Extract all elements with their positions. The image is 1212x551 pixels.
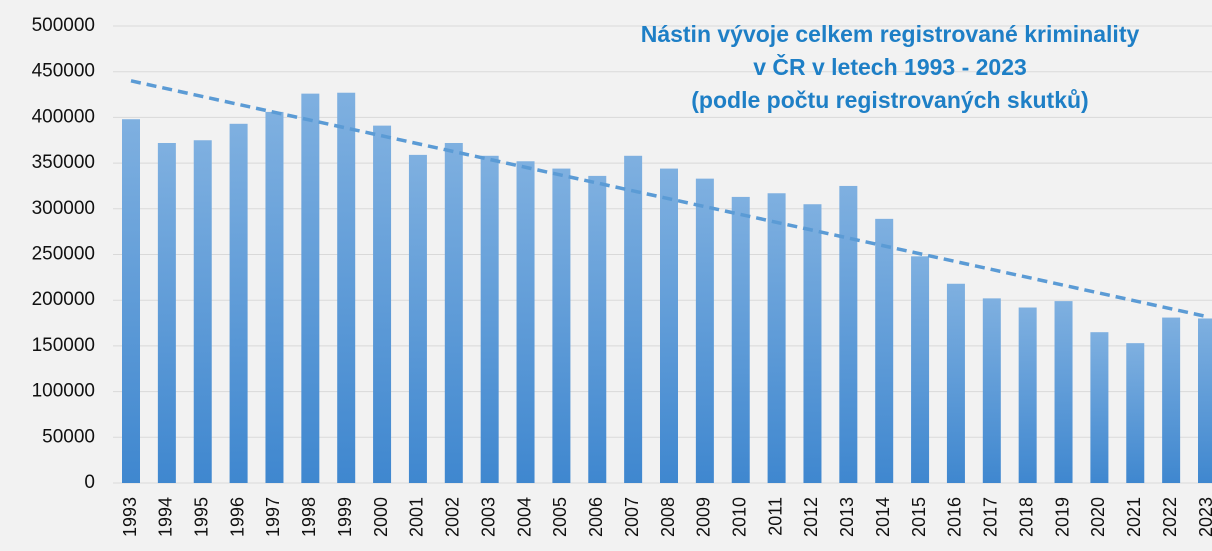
y-tick-label: 500000 (32, 15, 95, 36)
x-tick-label: 2007 (622, 497, 642, 537)
y-tick-label: 450000 (32, 61, 95, 82)
x-tick-label: 1998 (299, 497, 319, 537)
trendline (130, 79, 1208, 319)
bar (157, 142, 176, 483)
x-tick-label: 2008 (658, 497, 678, 537)
chart-title: v ČR v letech 1993 - 2023 (753, 53, 1027, 80)
bar (875, 218, 894, 483)
bar (265, 111, 284, 483)
bar (1054, 301, 1073, 483)
x-tick-label: 2006 (586, 497, 606, 537)
bar (337, 92, 356, 484)
x-tick-label: 1996 (227, 497, 247, 537)
bar (301, 93, 320, 484)
y-tick-label: 100000 (32, 381, 95, 402)
x-tick-label: 2016 (945, 497, 965, 537)
bar (1126, 343, 1145, 483)
x-tick-label: 2021 (1124, 497, 1144, 537)
x-tick-label: 2012 (801, 497, 821, 537)
bar (373, 125, 392, 483)
x-tick-label: 2020 (1088, 497, 1108, 537)
y-tick-label: 200000 (32, 289, 95, 310)
bar (1090, 332, 1109, 483)
x-tick-label: 2011 (765, 497, 785, 536)
x-tick-label: 1997 (263, 497, 283, 537)
y-tick-label: 400000 (32, 106, 95, 127)
bar (516, 161, 535, 483)
x-tick-label: 1999 (335, 497, 355, 537)
x-tick-label: 2009 (694, 497, 714, 537)
bar (660, 168, 678, 484)
bar (911, 256, 930, 483)
bar (1018, 307, 1037, 483)
x-tick-label: 2022 (1160, 497, 1180, 537)
bar (229, 123, 248, 483)
bar (839, 185, 858, 483)
bar (193, 140, 212, 483)
x-tick-label: 2023 (1196, 497, 1212, 537)
y-tick-label: 250000 (32, 244, 95, 265)
y-tick-label: 300000 (32, 198, 95, 219)
bar (444, 142, 463, 483)
x-tick-label: 1993 (120, 497, 140, 537)
chart-title: (podle počtu registrovaných skutků) (691, 87, 1088, 113)
bar (982, 298, 1001, 483)
bar (408, 154, 427, 483)
x-tick-label: 2001 (407, 497, 427, 537)
x-tick-label: 2010 (729, 497, 749, 537)
bar (1162, 317, 1181, 483)
bar (731, 196, 750, 483)
x-tick-label: 2003 (478, 497, 498, 537)
y-tick-label: 150000 (32, 335, 95, 356)
x-tick-label: 2004 (514, 497, 534, 537)
x-tick-label: 2005 (550, 497, 570, 537)
x-tick-label: 2002 (443, 497, 463, 537)
y-tick-label: 50000 (42, 426, 95, 447)
bar (695, 178, 714, 483)
x-tick-label: 2015 (909, 497, 929, 537)
chart-title: Nástin vývoje celkem registrované krimin… (641, 21, 1140, 47)
bar (588, 175, 607, 483)
bar (480, 155, 499, 483)
x-tick-label: 2000 (371, 497, 391, 537)
bar (803, 204, 822, 484)
bar (624, 155, 643, 483)
bar (552, 168, 571, 484)
x-tick-label: 1994 (156, 497, 176, 537)
x-tick-label: 1995 (191, 497, 211, 537)
bar (122, 119, 140, 483)
x-tick-label: 2014 (873, 497, 893, 537)
x-tick-label: 2013 (837, 497, 857, 537)
y-tick-label: 0 (84, 472, 95, 493)
bar (767, 193, 786, 483)
y-tick-label: 350000 (32, 152, 95, 173)
x-tick-label: 2017 (981, 497, 1001, 537)
x-tick-label: 2018 (1016, 497, 1036, 537)
bar (1198, 318, 1212, 483)
bar (946, 283, 965, 483)
x-tick-label: 2019 (1052, 497, 1072, 537)
